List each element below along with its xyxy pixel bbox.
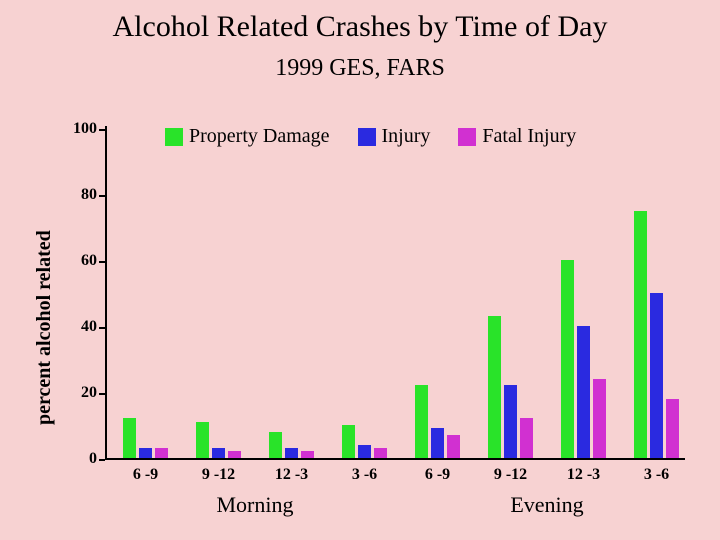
x-tick-label: 12 -3 [262,466,322,484]
bar [561,260,574,458]
y-tick [99,459,105,461]
chart-title: Alcohol Related Crashes by Time of Day [0,10,720,44]
x-tick-label: 9 -12 [481,466,541,484]
bar [123,418,136,458]
y-tick-label: 40 [57,318,97,336]
bar [504,385,517,458]
bar [634,211,647,459]
y-tick-label: 0 [57,450,97,468]
y-tick [99,393,105,395]
bar [269,432,282,458]
x-tick-label: 9 -12 [189,466,249,484]
bar [650,293,663,458]
bar [431,428,444,458]
bar [520,418,533,458]
bar [196,422,209,458]
y-tick-label: 80 [57,186,97,204]
x-group-label: Morning [195,492,315,518]
bar [155,448,168,458]
bar [212,448,225,458]
bar [593,379,606,458]
x-tick-label: 12 -3 [554,466,614,484]
page-root: Alcohol Related Crashes by Time of Day 1… [0,0,720,540]
chart-subtitle: 1999 GES, FARS [0,55,720,82]
y-tick [99,195,105,197]
y-axis-label: percent alcohol related [33,230,56,425]
bar [342,425,355,458]
bar [577,326,590,458]
x-axis [105,458,685,460]
x-tick-label: 3 -6 [335,466,395,484]
y-tick-label: 60 [57,252,97,270]
y-tick [99,129,105,131]
x-tick-label: 6 -9 [408,466,468,484]
bar [285,448,298,458]
y-tick [99,261,105,263]
x-tick-label: 6 -9 [116,466,176,484]
x-group-label: Evening [487,492,607,518]
plot-area: 0204060801006 -99 -1212 -33 -66 -99 -121… [105,130,685,460]
y-axis [105,126,107,460]
bar [415,385,428,458]
x-tick-label: 3 -6 [627,466,687,484]
bar [301,451,314,458]
bar [228,451,241,458]
bar [139,448,152,458]
bar [447,435,460,458]
y-tick-label: 20 [57,384,97,402]
bar [358,445,371,458]
bar [666,399,679,458]
bar [374,448,387,458]
bar [488,316,501,458]
y-tick [99,327,105,329]
y-tick-label: 100 [57,120,97,138]
